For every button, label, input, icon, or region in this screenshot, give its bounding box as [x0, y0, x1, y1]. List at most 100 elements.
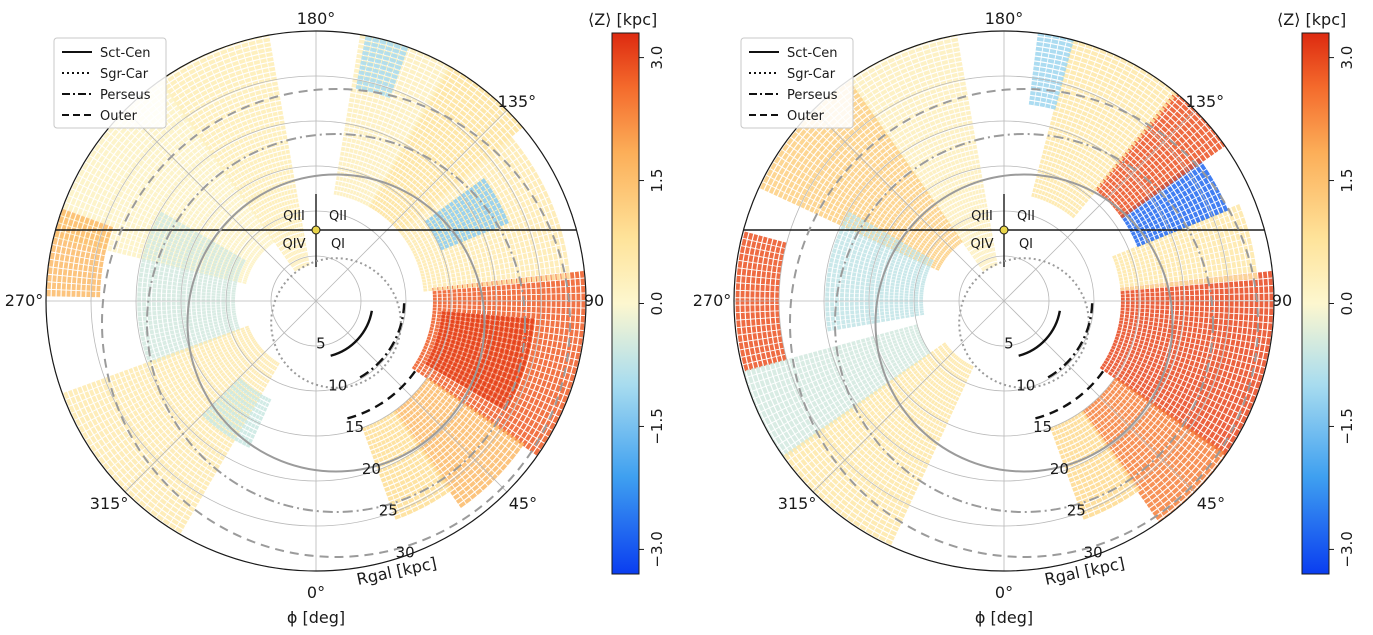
cell-mark [445, 234, 451, 240]
cell-mark [490, 233, 497, 239]
cell-mark [128, 215, 134, 222]
cell-mark [472, 309, 477, 314]
cell-mark [236, 145, 242, 151]
cell-mark [490, 270, 496, 276]
cell-mark [464, 357, 470, 363]
cell-mark [441, 236, 447, 242]
cell-mark [452, 308, 457, 313]
cell-mark [532, 376, 538, 384]
cell-mark [484, 458, 492, 466]
cell-mark [537, 215, 543, 223]
cell-mark [482, 475, 490, 483]
cell-mark [505, 268, 510, 274]
cell-mark [445, 338, 451, 343]
cell-mark [109, 239, 115, 246]
cell-mark [538, 192, 545, 200]
cell-mark [452, 163, 459, 170]
cell-mark [442, 240, 448, 245]
cell-mark [549, 354, 555, 361]
cell-mark [438, 422, 445, 429]
cell-mark [212, 123, 219, 130]
cell-mark [476, 337, 482, 342]
cell-mark [262, 68, 269, 73]
cell-mark [548, 375, 554, 383]
cell-mark [543, 234, 549, 242]
cell-mark [575, 315, 580, 323]
cell-mark [513, 151, 521, 159]
cell-mark [460, 164, 467, 171]
cell-mark [404, 466, 411, 472]
cell-mark [395, 117, 402, 123]
cell-mark [342, 192, 347, 197]
cell-mark [451, 443, 459, 450]
cell-mark [483, 466, 491, 474]
cell-mark [429, 474, 436, 481]
cell-mark [140, 238, 146, 244]
cell-mark [501, 446, 509, 454]
cell-mark [417, 427, 424, 434]
cell-mark [427, 405, 434, 411]
cell-mark [536, 378, 543, 386]
cell-mark [525, 159, 533, 167]
cell-mark [452, 428, 459, 435]
cell-mark [415, 453, 422, 460]
cell-mark [536, 301, 541, 307]
cell-mark [229, 72, 236, 78]
cell-mark [401, 439, 407, 446]
cell-mark [471, 399, 478, 406]
cell-mark [534, 351, 540, 358]
cell-mark [470, 250, 476, 256]
cell-mark [409, 502, 417, 508]
cell-mark [477, 177, 484, 184]
cell-mark [536, 294, 541, 301]
cell-mark [504, 321, 509, 327]
cell-mark [451, 56, 460, 64]
cell-mark [450, 252, 456, 258]
cell-mark [467, 469, 475, 476]
cell-mark [364, 157, 369, 163]
cell-mark [508, 380, 515, 387]
cell-mark [400, 422, 406, 428]
cell-mark [290, 174, 295, 179]
cell-mark [421, 276, 426, 280]
cell-mark [416, 476, 424, 482]
cell-mark [474, 173, 481, 180]
cell-mark [411, 420, 418, 426]
cell-mark [413, 252, 418, 257]
cell-mark [445, 486, 453, 494]
cell-mark [397, 475, 404, 481]
cell-mark [398, 491, 405, 497]
cell-mark [456, 255, 462, 260]
cell-mark [409, 244, 414, 249]
cell-mark [428, 367, 433, 373]
cell-mark [424, 268, 429, 273]
cell-mark [474, 165, 481, 172]
cell-mark [529, 264, 535, 271]
cell-mark [451, 469, 459, 477]
cell-mark [455, 251, 461, 256]
cell-mark [351, 113, 358, 119]
cell-mark [245, 98, 252, 104]
cell-mark [520, 271, 526, 278]
cell-mark [431, 415, 438, 421]
cell-mark [551, 225, 557, 233]
cell-mark [421, 210, 427, 216]
cell-mark [244, 77, 252, 83]
cell-mark [541, 248, 547, 256]
cell-mark [237, 53, 245, 60]
cell-mark [446, 350, 452, 356]
cell-mark [275, 172, 280, 178]
cell-mark [480, 483, 488, 491]
cell-mark [431, 337, 436, 342]
cell-mark [492, 290, 497, 296]
cell-mark [414, 398, 420, 404]
cell-mark [363, 147, 368, 152]
cell-mark [570, 351, 576, 359]
cell-mark [262, 160, 268, 166]
cell-mark [537, 249, 543, 257]
cell-mark [110, 234, 116, 241]
cell-mark [474, 433, 482, 440]
cell-mark [414, 225, 420, 230]
cell-mark [278, 115, 284, 121]
cell-mark [413, 449, 420, 456]
